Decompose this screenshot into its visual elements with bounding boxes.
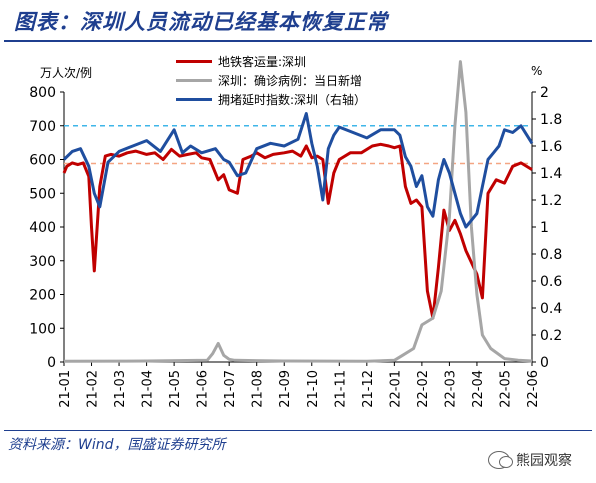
left-tick-label: 100 [29, 321, 56, 337]
left-tick-label: 800 [29, 85, 56, 101]
x-tick-label: 21-10 [306, 370, 321, 408]
chart-title: 图表：深圳人员流动已经基本恢复正常 [14, 10, 388, 34]
x-tick-label: 22-04 [471, 370, 486, 408]
x-tick-label: 21-05 [168, 370, 183, 408]
left-tick-label: 300 [29, 254, 56, 270]
watermark-label: 熊园观察 [516, 453, 572, 469]
right-tick-label: 2 [540, 85, 549, 101]
footer-divider [4, 430, 592, 431]
legend-swatch-cases [176, 79, 212, 82]
series-line-metro [62, 142, 533, 320]
legend-swatch-metro [176, 60, 212, 63]
right-tick-label: 1.6 [540, 139, 562, 155]
x-tick-label: 22-02 [416, 370, 431, 408]
title-divider [4, 40, 592, 42]
left-tick-label: 700 [29, 119, 56, 135]
right-tick-label: 1.2 [540, 193, 562, 209]
legend-label-metro: 地铁客运量:深圳 [218, 55, 307, 69]
right-tick-label: 0.4 [540, 301, 562, 317]
wechat-icon [488, 451, 513, 469]
right-tick-label: 0.8 [540, 247, 562, 263]
series-line-cases [63, 60, 533, 363]
x-tick-label: 21-07 [223, 370, 238, 408]
legend-swatch-congestion [176, 98, 212, 101]
right-tick-label: 0.2 [540, 328, 562, 344]
x-tick-label: 22-01 [388, 370, 403, 408]
x-tick-label: 21-01 [58, 370, 73, 408]
legend-item-congestion: 拥堵延时指数:深圳（右轴） [176, 90, 366, 109]
x-tick-label: 21-11 [333, 370, 348, 408]
x-tick-label: 21-09 [278, 370, 293, 408]
left-axis-unit: 万人次/例 [40, 66, 93, 80]
left-tick-label: 200 [29, 288, 56, 304]
right-tick-label: 1.4 [540, 166, 562, 182]
x-tick-label: 21-03 [113, 370, 128, 408]
x-tick-label: 21-12 [361, 370, 376, 408]
legend-item-cases: 深圳：确诊病例：当日新增 [176, 71, 366, 90]
x-tick-label: 22-03 [443, 370, 458, 408]
right-axis-unit: % [531, 64, 543, 78]
x-tick-label: 22-05 [498, 370, 513, 408]
legend-item-metro: 地铁客运量:深圳 [176, 52, 366, 71]
right-tick-label: 1.8 [540, 112, 562, 128]
x-tick-label: 21-08 [251, 370, 266, 408]
x-tick-label: 21-06 [196, 370, 211, 408]
legend-label-congestion: 拥堵延时指数:深圳（右轴） [218, 93, 367, 107]
source-note: 资料来源：Wind，国盛证券研究所 [8, 437, 226, 453]
x-tick-label: 21-02 [86, 370, 101, 408]
chart-legend: 地铁客运量:深圳 深圳：确诊病例：当日新增 拥堵延时指数:深圳（右轴） [176, 52, 366, 109]
right-tick-label: 0.6 [540, 274, 562, 290]
left-tick-label: 0 [47, 355, 56, 371]
legend-label-cases: 深圳：确诊病例：当日新增 [218, 74, 363, 88]
right-tick-label: 0 [540, 355, 549, 371]
left-tick-label: 400 [29, 220, 56, 236]
watermark: 熊园观察 [488, 450, 572, 470]
series-line-congestion [62, 112, 534, 229]
x-tick-label: 22-06 [526, 370, 541, 408]
right-tick-label: 1 [540, 220, 549, 236]
left-tick-label: 600 [29, 153, 56, 169]
chart-plot: 0 100 200 300 400 500 600 700 800 0 0.2 0.4 0.6 0.8 1 1… [29, 60, 562, 408]
x-tick-label: 21-04 [141, 370, 156, 408]
left-tick-label: 500 [29, 186, 56, 202]
